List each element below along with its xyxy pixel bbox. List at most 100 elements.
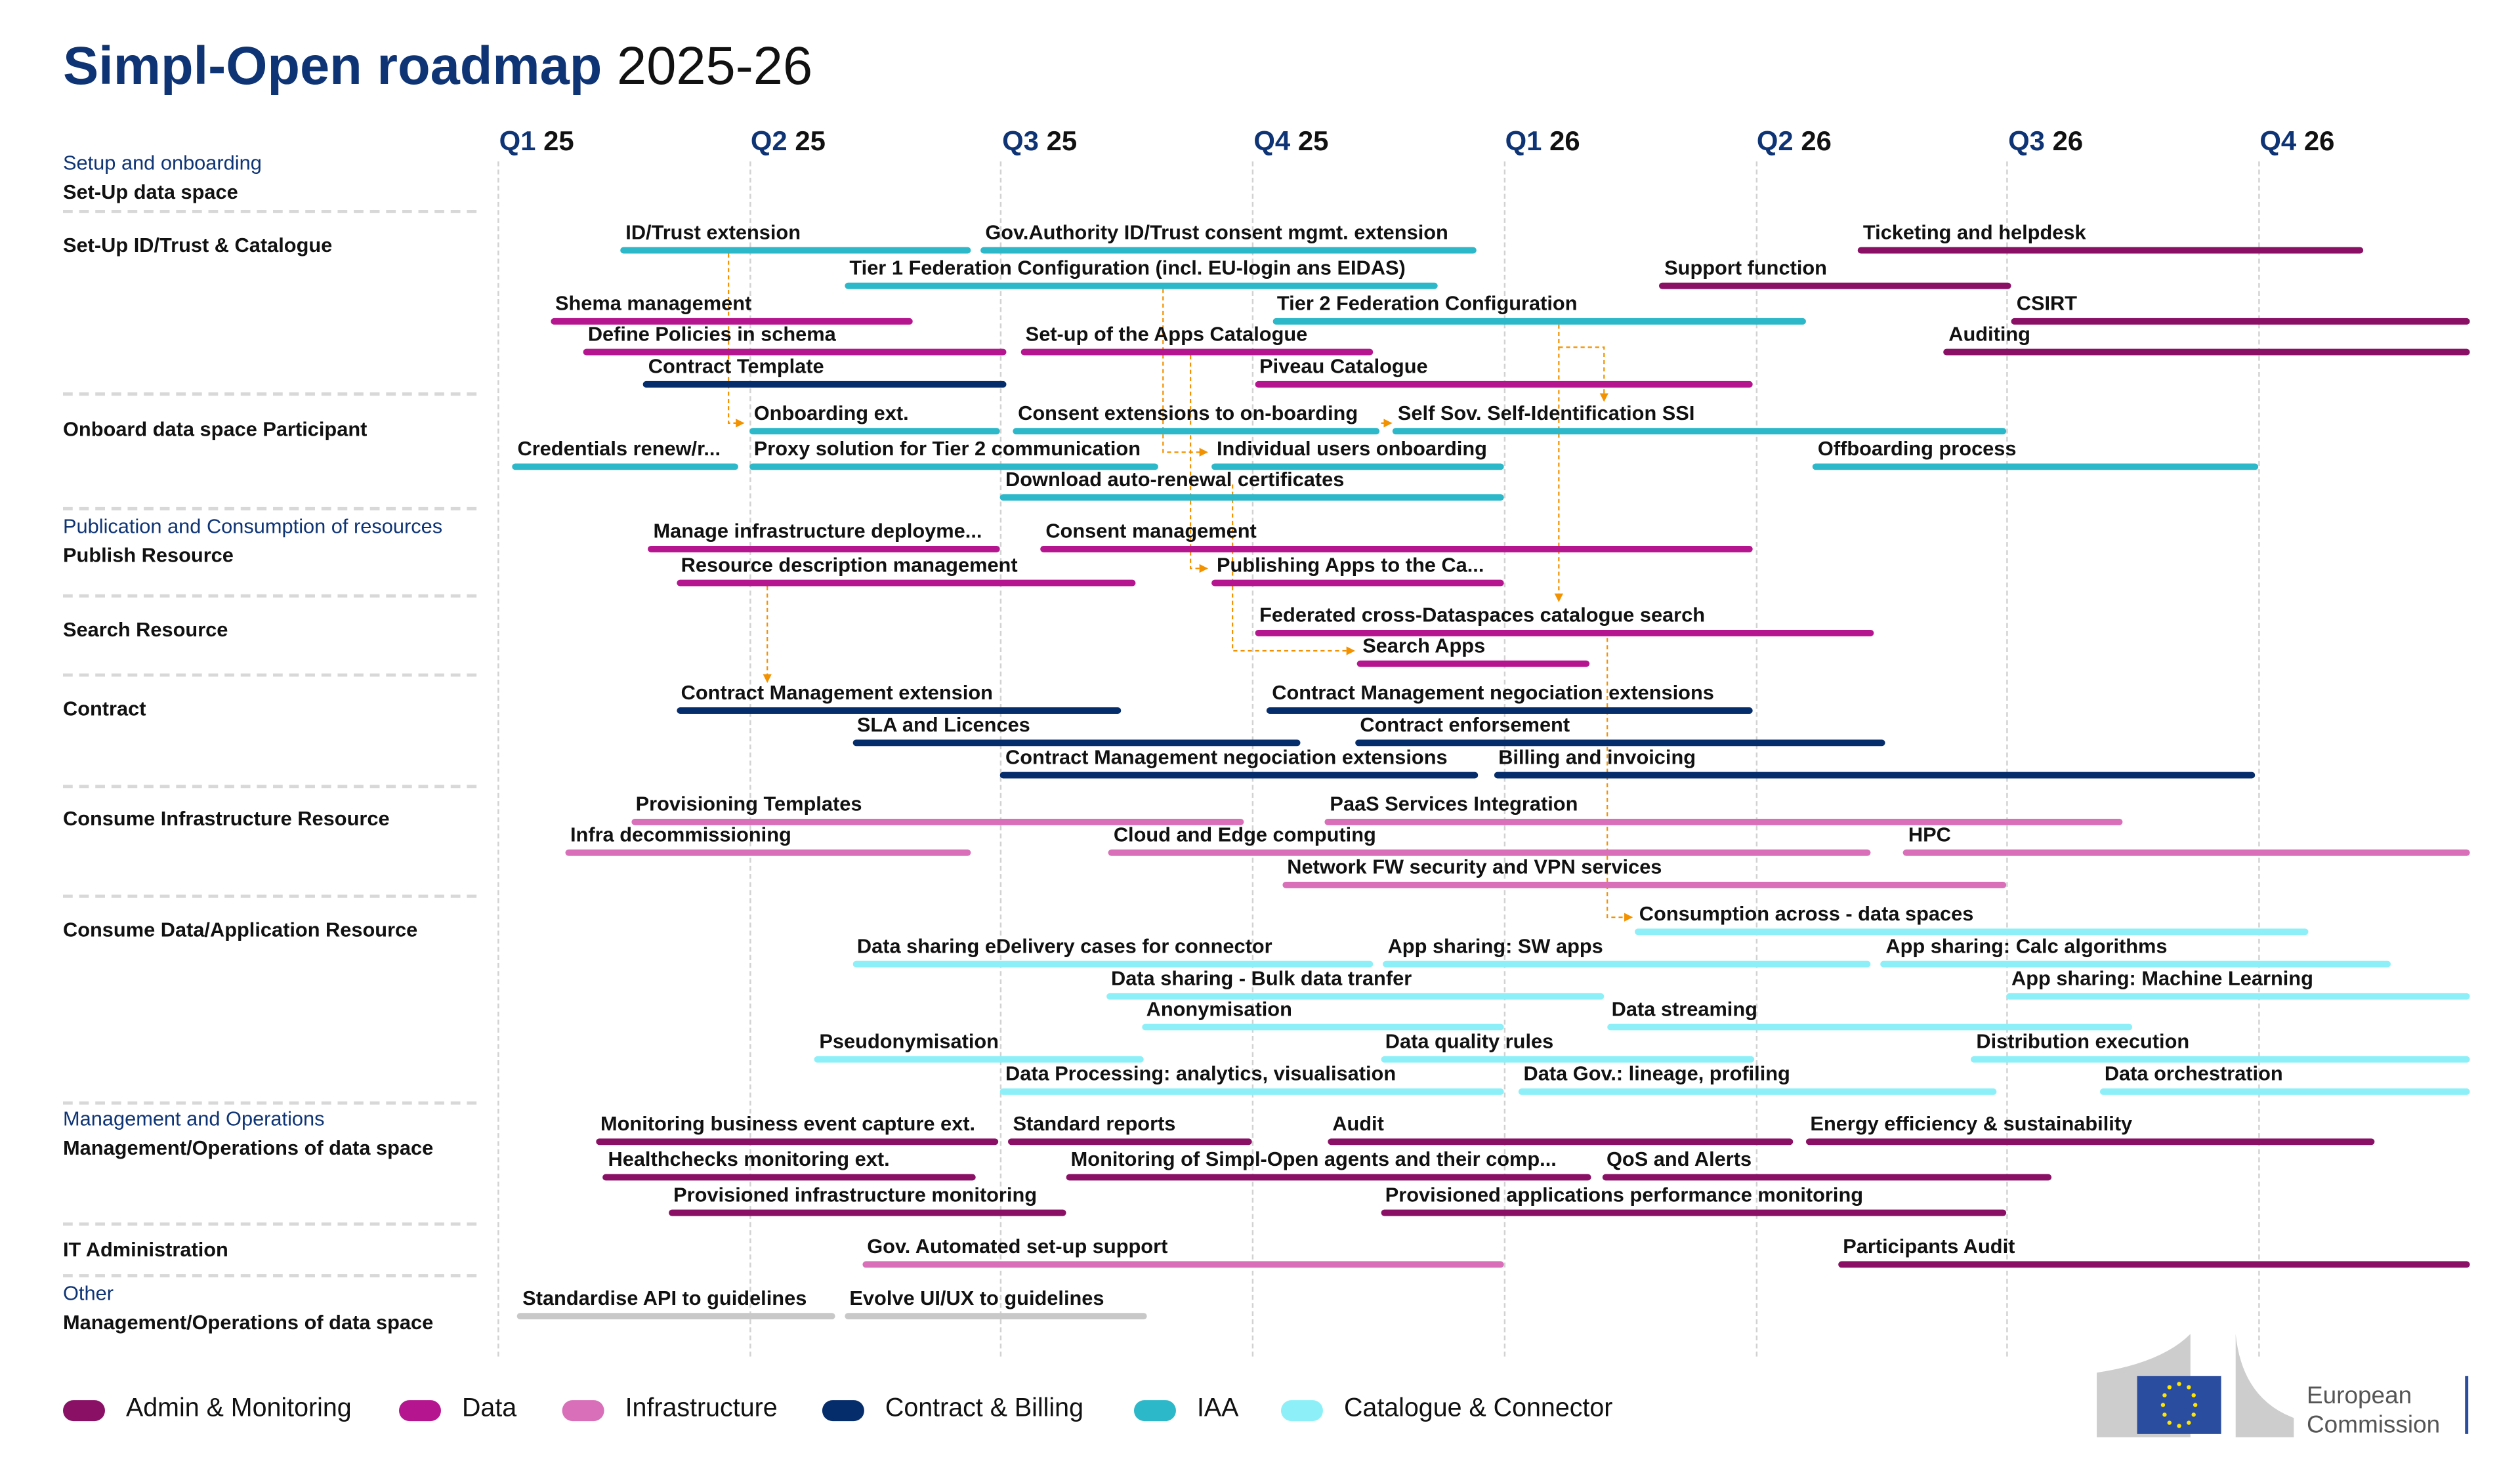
roadmap-bar-other[interactable] (517, 1313, 835, 1320)
roadmap-bar-data[interactable] (1254, 381, 1753, 388)
roadmap-item-label: Standardise API to guidelines (522, 1287, 807, 1310)
roadmap-bar-admin[interactable] (1601, 1174, 2052, 1181)
roadmap-bar-iaa[interactable] (1813, 463, 2258, 470)
roadmap-bar-contract[interactable] (643, 381, 1006, 388)
roadmap-bar-admin[interactable] (1858, 247, 2364, 254)
roadmap-bar-admin[interactable] (1659, 282, 2012, 289)
roadmap-item-label: Participants Audit (1843, 1235, 2015, 1258)
european-commission-logo (2097, 1334, 2469, 1437)
logo-text: European Commission (2307, 1382, 2440, 1441)
quarter-header: Q4 25 (1253, 126, 1328, 158)
roadmap-bar-catalogue[interactable] (2006, 993, 2469, 1000)
roadmap-bar-data[interactable] (1254, 629, 1874, 636)
roadmap-item-label: Monitoring business event capture ext. (600, 1112, 976, 1136)
roadmap-bar-catalogue[interactable] (2099, 1088, 2469, 1095)
roadmap-bar-catalogue[interactable] (1380, 1056, 1755, 1063)
roadmap-bar-data[interactable] (648, 545, 1001, 552)
legend-item-contract: Contract & Billing (822, 1395, 1083, 1424)
roadmap-bar-data[interactable] (1211, 579, 1504, 587)
roadmap-bar-contract[interactable] (1000, 772, 1479, 779)
roadmap-item-label: Healthchecks monitoring ext. (608, 1148, 890, 1171)
roadmap-bar-iaa[interactable] (749, 428, 1001, 435)
roadmap-bar-iaa[interactable] (1013, 428, 1381, 435)
roadmap-bar-catalogue[interactable] (1141, 1023, 1504, 1031)
quarter-header: Q1 26 (1505, 126, 1580, 158)
roadmap-item-label: Set-up of the Apps Catalogue (1025, 323, 1308, 346)
roadmap-bar-other[interactable] (845, 1313, 1146, 1320)
roadmap-bar-catalogue[interactable] (1519, 1088, 1997, 1095)
roadmap-bar-infra[interactable] (565, 849, 971, 856)
roadmap-bar-iaa[interactable] (1272, 318, 1806, 325)
legend-item-data: Data (398, 1395, 517, 1424)
roadmap-bar-admin[interactable] (1327, 1138, 1793, 1145)
roadmap-bar-catalogue[interactable] (1606, 1023, 2133, 1031)
roadmap-bar-data[interactable] (676, 579, 1137, 587)
roadmap-bar-catalogue[interactable] (1634, 928, 2309, 936)
quarter-gridline (1251, 161, 1254, 1357)
roadmap-bar-contract[interactable] (1267, 707, 1753, 714)
roadmap-bar-data[interactable] (1357, 660, 1589, 667)
roadmap-bar-admin[interactable] (1008, 1138, 1252, 1145)
quarter-year: 26 (2303, 125, 2335, 157)
roadmap-item-label: Monitoring of Simpl-Open agents and thei… (1070, 1148, 1557, 1171)
roadmap-bar-contract[interactable] (1355, 739, 1886, 747)
legend-label: Admin & Monitoring (125, 1395, 352, 1423)
roadmap-bar-admin[interactable] (2011, 318, 2469, 325)
roadmap-bar-infra[interactable] (1282, 881, 2007, 888)
dependency-arrow (1232, 484, 1355, 655)
roadmap-item-label: Individual users onboarding (1216, 438, 1488, 461)
roadmap-bar-contract[interactable] (676, 707, 1122, 714)
roadmap-item-label: Provisioned infrastructure monitoring (673, 1184, 1038, 1207)
roadmap-item-label: Publishing Apps to the Ca... (1216, 554, 1484, 577)
section-divider (62, 392, 477, 396)
roadmap-bar-contract[interactable] (1493, 772, 2256, 779)
roadmap-bar-admin[interactable] (595, 1138, 998, 1145)
roadmap-item-label: Federated cross-Dataspaces catalogue sea… (1259, 604, 1706, 627)
roadmap-bar-iaa[interactable] (620, 247, 971, 254)
roadmap-bar-data[interactable] (1040, 545, 1753, 552)
roadmap-bar-iaa[interactable] (749, 463, 1160, 470)
roadmap-bar-catalogue[interactable] (814, 1056, 1144, 1063)
roadmap-bar-catalogue[interactable] (852, 960, 1373, 968)
roadmap-bar-contract[interactable] (852, 739, 1300, 747)
roadmap-bar-data[interactable] (550, 318, 913, 325)
roadmap-bar-catalogue[interactable] (1106, 993, 1605, 1000)
roadmap-bar-iaa[interactable] (845, 282, 1438, 289)
roadmap-bar-admin[interactable] (1066, 1174, 1592, 1181)
section-category: Setup and onboarding (62, 152, 262, 175)
roadmap-bar-infra[interactable] (1903, 849, 2469, 856)
roadmap-bar-iaa[interactable] (1393, 428, 2007, 435)
roadmap-bar-infra[interactable] (862, 1261, 1504, 1268)
roadmap-item-label: Consumption across - data spaces (1639, 902, 1974, 926)
quarter-gridline (749, 161, 751, 1357)
roadmap-bar-catalogue[interactable] (1383, 960, 1871, 968)
legend-swatch (822, 1399, 864, 1420)
roadmap-bar-catalogue[interactable] (1000, 1088, 1504, 1095)
legend-swatch (1133, 1399, 1176, 1420)
roadmap-bar-infra[interactable] (1108, 849, 1871, 856)
roadmap-bar-infra[interactable] (631, 818, 1245, 825)
roadmap-bar-catalogue[interactable] (1881, 960, 2392, 968)
roadmap-bar-infra[interactable] (1325, 818, 2122, 825)
roadmap-bar-admin[interactable] (1943, 348, 2469, 356)
roadmap-item-label: Define Policies in schema (587, 323, 836, 346)
roadmap-item-label: Data sharing - Bulk data tranfer (1110, 967, 1412, 990)
quarter-header: Q2 26 (1757, 126, 1832, 158)
legend-label: Data (461, 1395, 517, 1423)
roadmap-bar-admin[interactable] (1805, 1138, 2374, 1145)
page-title: Simpl-Open roadmap 2025-26 (63, 35, 812, 97)
title-years: 2025-26 (617, 35, 813, 96)
roadmap-bar-admin[interactable] (603, 1174, 976, 1181)
roadmap-bar-catalogue[interactable] (1971, 1056, 2469, 1063)
roadmap-bar-data[interactable] (583, 348, 1006, 356)
quarter-label: Q4 (2259, 125, 2297, 157)
roadmap-bar-admin[interactable] (1838, 1261, 2469, 1268)
roadmap-bar-iaa[interactable] (980, 247, 1476, 254)
roadmap-bar-iaa[interactable] (1211, 463, 1504, 470)
roadmap-bar-admin[interactable] (1380, 1209, 2007, 1216)
roadmap-bar-admin[interactable] (668, 1209, 1066, 1216)
roadmap-bar-data[interactable] (1020, 348, 1373, 356)
roadmap-bar-iaa[interactable] (1000, 494, 1504, 501)
roadmap-item-label: Data orchestration (2104, 1062, 2283, 1086)
roadmap-bar-iaa[interactable] (513, 463, 740, 470)
